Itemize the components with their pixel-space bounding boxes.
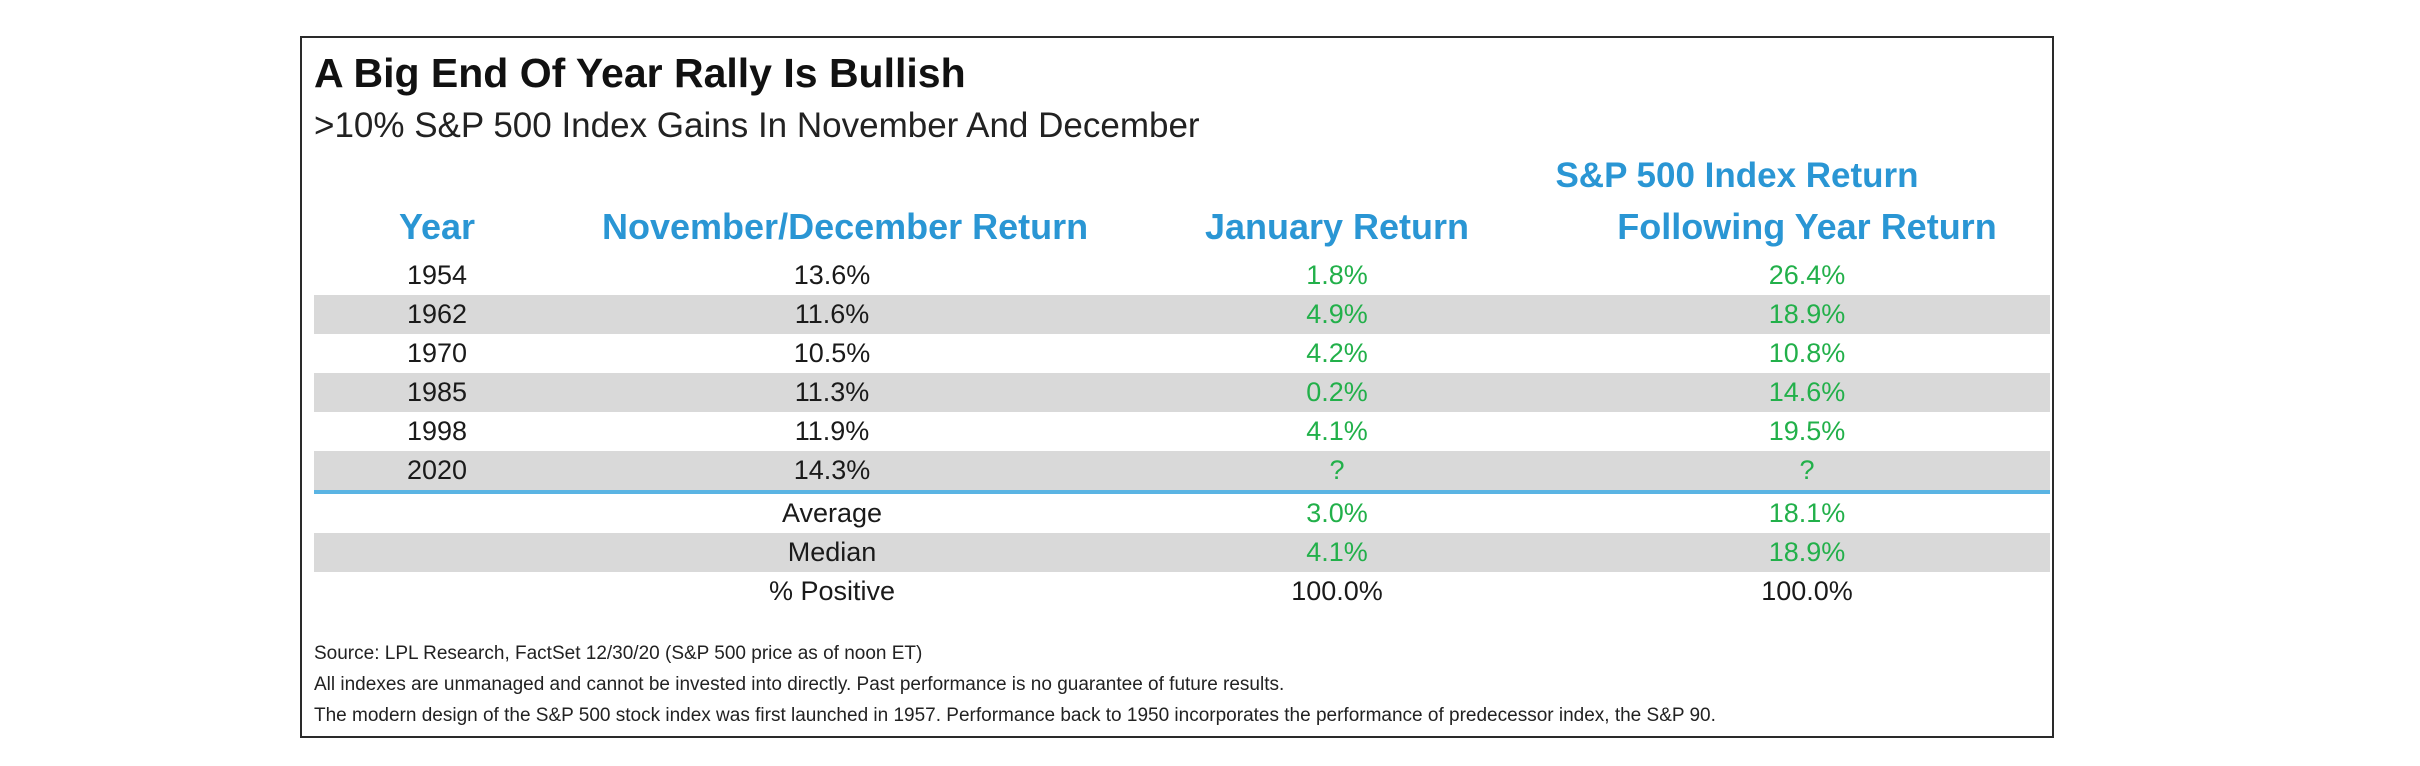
following-year-return-cell: 14.6% [1768,377,1846,407]
nov-dec-return-cell: 11.9% [794,416,870,446]
nov-dec-return-cell: 14.3% [793,455,871,485]
year-cell: 1998 [406,416,468,446]
summary-following-cell: 18.1% [1768,498,1846,528]
summary-january-cell: 3.0% [1306,498,1368,528]
summary-following-cell: 100.0% [1761,576,1853,606]
chart-subtitle: >10% S&P 500 Index Gains In November And… [314,106,1200,145]
table-figure: A Big End Of Year Rally Is Bullish >10% … [300,36,2054,738]
nov-dec-return-cell: 11.6% [794,299,870,329]
table-row: 1962 11.6% 4.9% 18.9% [314,295,2050,334]
following-year-return-cell: 26.4% [1768,260,1846,290]
january-return-cell: 4.2% [1306,338,1368,368]
year-cell: 2020 [406,455,468,485]
footnote: The modern design of the S&P 500 stock i… [314,705,1716,726]
footnote: All indexes are unmanaged and cannot be … [314,674,1285,695]
summary-label-cell: Median [787,537,877,567]
january-return-cell: 4.1% [1306,416,1368,446]
nov-dec-return-cell: 10.5% [793,338,871,368]
footnote: Source: LPL Research, FactSet 12/30/20 (… [314,643,923,664]
year-cell: 1985 [406,377,468,407]
summary-january-cell: 100.0% [1291,576,1383,606]
table-row: 2020 14.3%?? [314,451,2050,490]
summary-label-cell: % Positive [768,576,896,606]
summary-row: % Positive 100.0% 100.0% [314,572,2050,611]
year-cell: 1954 [406,260,468,290]
table-row: 1985 11.3% 0.2% 14.6% [314,373,2050,412]
january-return-cell: 0.2% [1306,377,1368,407]
column-header-january-return: January Return [1204,206,1470,247]
following-year-return-cell: 19.5% [1768,416,1846,446]
summary-january-cell: 4.1% [1306,537,1368,567]
table-row: 1998 11.9% 4.1% 19.5% [314,412,2050,451]
summary-label-cell: Average [781,498,883,528]
year-cell: 1970 [406,338,468,368]
summary-following-cell: 18.9% [1768,537,1846,567]
nov-dec-return-cell: 11.3% [794,377,870,407]
january-return-cell: ? [1329,455,1345,485]
table-divider [314,490,2050,494]
january-return-cell: 4.9% [1306,299,1368,329]
footnotes: Source: LPL Research, FactSet 12/30/20 (… [314,638,1716,731]
column-header-year: Year [398,206,476,247]
nov-dec-return-cell: 13.6% [793,260,871,290]
following-year-return-cell: 18.9% [1768,299,1846,329]
column-header-nov-dec-return: November/December Return [602,206,1089,247]
group-header: S&P 500 Index Return [1555,156,1919,195]
summary-row: Median 4.1% 18.9% [314,533,2050,572]
following-year-return-cell: ? [1799,455,1815,485]
column-header-following-year-return: Following Year Return [1617,206,1997,247]
chart-title: A Big End Of Year Rally Is Bullish [314,50,966,96]
year-cell: 1962 [406,299,468,329]
table-row: 1954 13.6% 1.8% 26.4% [314,256,2050,295]
january-return-cell: 1.8% [1306,260,1368,290]
following-year-return-cell: 10.8% [1768,338,1846,368]
table-row: 1970 10.5% 4.2% 10.8% [314,334,2050,373]
summary-row: Average 3.0% 18.1% [314,494,2050,533]
